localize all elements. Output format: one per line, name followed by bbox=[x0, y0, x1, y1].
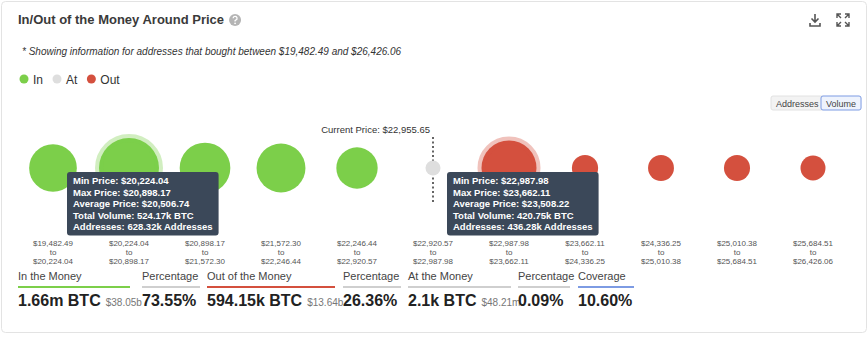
tooltip-line: Addresses: 436.28k Addresses bbox=[453, 221, 593, 232]
summary-label: Percentage bbox=[142, 270, 198, 282]
bubble[interactable] bbox=[336, 147, 377, 188]
summary-underline bbox=[18, 286, 130, 288]
bubble[interactable] bbox=[648, 155, 674, 181]
summary-value: 26.36% bbox=[343, 292, 397, 309]
button-label[interactable]: Addresses bbox=[776, 99, 819, 109]
tooltip-line: Addresses: 628.32k Addresses bbox=[73, 221, 213, 232]
summary-sub: $13.64b bbox=[307, 297, 344, 308]
button-box[interactable] bbox=[821, 96, 861, 110]
button-box[interactable] bbox=[771, 96, 824, 110]
toggle-button[interactable]: Addresses bbox=[771, 96, 824, 110]
bubble[interactable] bbox=[724, 155, 750, 181]
summary-value: 73.55% bbox=[142, 292, 196, 309]
legend: In At Out bbox=[20, 73, 121, 87]
summary-value: 2.1k BTC bbox=[408, 292, 477, 309]
category-label: $23,662.11to$24,336.25 bbox=[565, 239, 606, 266]
category-label: $22,920.57to$22,987.98 bbox=[413, 239, 454, 266]
category-label: $22,987.98to$23,662.11 bbox=[489, 239, 530, 266]
summary-item: Percentage 73.55% bbox=[142, 270, 200, 309]
tooltip-line: Total Volume: 420.75k BTC bbox=[453, 210, 574, 221]
tooltip-line: Min Price: $20,224.04 bbox=[73, 175, 169, 186]
legend-label: In bbox=[33, 73, 43, 87]
category-label: $20,898.17to$21,572.30 bbox=[185, 239, 226, 266]
tooltip-line: Max Price: $20,898.17 bbox=[73, 187, 171, 198]
bubble[interactable] bbox=[801, 156, 826, 181]
current-price-label: Current Price: $22,955.65 bbox=[321, 124, 430, 135]
summary-label: Out of the Money bbox=[207, 270, 292, 282]
card bbox=[2, 2, 867, 333]
tooltip-box bbox=[447, 172, 599, 236]
tooltip-line: Min Price: $22,987.98 bbox=[453, 175, 549, 186]
bubble[interactable] bbox=[425, 160, 440, 175]
bubble[interactable] bbox=[257, 144, 306, 193]
title: In/Out of the Money Around Price bbox=[18, 12, 224, 27]
chart-root: In/Out of the Money Around Price * Showin… bbox=[0, 0, 868, 337]
bubbles bbox=[29, 138, 825, 198]
summary-item: Percentage 26.36% bbox=[343, 270, 401, 309]
category-labels: $19,482.49to$20,224.04 $20,224.04to$20,89… bbox=[33, 239, 834, 266]
legend-label: At bbox=[66, 73, 78, 87]
summary-item: Percentage 0.09% bbox=[518, 270, 574, 309]
category-label: $20,224.04to$20,898.17 bbox=[109, 239, 150, 266]
summary-underline bbox=[518, 286, 570, 288]
legend-swatch bbox=[20, 75, 29, 84]
legend-swatch bbox=[87, 75, 96, 84]
summary-label: In the Money bbox=[18, 270, 82, 282]
category-label: $21,572.30to$22,246.44 bbox=[261, 239, 302, 266]
summary-item: Coverage 10.60% bbox=[578, 270, 634, 309]
category-label: $19,482.49to$20,224.04 bbox=[33, 239, 74, 266]
expand-icon[interactable] bbox=[837, 14, 849, 26]
tooltip-line: Max Price: $23,662.11 bbox=[453, 187, 551, 198]
tooltip-line: Average Price: $23,508.22 bbox=[453, 198, 569, 209]
summary-sub: $38.05b bbox=[106, 297, 143, 308]
category-label: $25,684.51to$26,426.06 bbox=[793, 239, 834, 266]
category-label: $24,336.25to$25,010.38 bbox=[641, 239, 682, 266]
summary-sub: $48.21m bbox=[481, 297, 520, 308]
legend-label: Out bbox=[100, 73, 120, 87]
summary-value: 594.15k BTC bbox=[207, 292, 303, 309]
category-label: $22,246.44to$22,920.57 bbox=[337, 239, 378, 266]
summary-item: Out of the Money 594.15k BTC $13.64b bbox=[207, 270, 344, 309]
help-icon[interactable] bbox=[229, 14, 241, 26]
summary-underline bbox=[408, 286, 511, 288]
summary-label: Coverage bbox=[578, 270, 626, 282]
tooltip: Min Price: $22,987.98Max Price: $23,662.… bbox=[447, 172, 599, 236]
tooltip: Min Price: $20,224.04Max Price: $20,898.… bbox=[67, 172, 219, 236]
summary-label: At the Money bbox=[408, 270, 473, 282]
subtitle: * Showing information for addresses that… bbox=[22, 46, 402, 57]
summary-value: 10.60% bbox=[578, 292, 632, 309]
tooltip-line: Average Price: $20,506.74 bbox=[73, 198, 190, 209]
summary-value: 1.66m BTC bbox=[18, 292, 101, 309]
category-label: $25,010.38to$25,684.51 bbox=[717, 239, 758, 266]
toggle-button[interactable]: Volume bbox=[821, 96, 861, 110]
summary-underline bbox=[343, 286, 401, 288]
summary-underline bbox=[578, 286, 634, 288]
summary-underline bbox=[142, 286, 200, 288]
download-icon[interactable] bbox=[810, 14, 820, 26]
summary-label: Percentage bbox=[343, 270, 399, 282]
summary-value: 0.09% bbox=[518, 292, 563, 309]
tooltip-line: Total Volume: 524.17k BTC bbox=[73, 210, 194, 221]
summary-item: At the Money 2.1k BTC $48.21m bbox=[408, 270, 520, 309]
summary-label: Percentage bbox=[518, 270, 574, 282]
button-label[interactable]: Volume bbox=[826, 99, 856, 109]
legend-swatch bbox=[53, 75, 62, 84]
summary-item: In the Money 1.66m BTC $38.05b bbox=[18, 270, 142, 309]
summary-underline bbox=[207, 286, 335, 288]
tooltip-box bbox=[67, 172, 219, 236]
